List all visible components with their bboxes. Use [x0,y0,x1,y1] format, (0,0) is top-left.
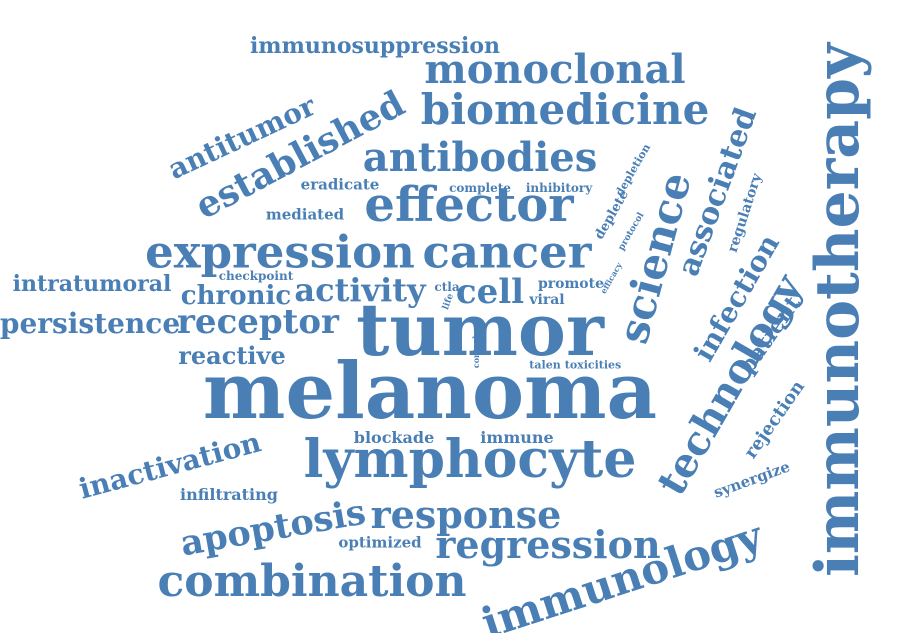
word-regression: regression [435,522,661,567]
word-tumor: tumor [356,287,604,372]
word-antibodies: antibodies [362,134,598,181]
word-synergize: synergize [711,457,793,502]
word-persistence: persistence [0,307,181,340]
word-complete: complete [449,181,511,195]
word-melanoma: melanoma [202,346,658,437]
word-chronic: chronic [180,281,292,311]
word-effector: effector [364,177,574,233]
word-optimized: optimized [338,533,422,552]
word-promote: promote [537,276,605,292]
word-eradicate: eradicate [300,175,380,194]
word-mediated: mediated [265,205,345,224]
word-response: response [370,492,562,537]
word-inhibitory: inhibitory [525,181,593,195]
word-toxicities: toxicities [564,358,622,372]
word-activity: activity [294,271,426,309]
word-cell: cell [455,272,525,312]
word-infiltrating: infiltrating [180,485,278,504]
word-blockade: blockade [353,428,435,447]
word-cancer: cancer [422,225,592,279]
word-monoclonal: monoclonal [424,46,686,93]
word-viral: viral [529,292,565,308]
word-checkpoint: checkpoint [218,269,294,283]
word-biomedicine: biomedicine [420,85,710,134]
word-combination: combination [157,556,467,607]
word-immune: immune [480,428,554,447]
word-talen: talen [529,358,561,372]
word-intratumoral: intratumoral [12,271,172,297]
word-immunosuppression: immunosuppression [249,33,501,59]
word-expression: expression [145,225,415,279]
word-ctla: ctla [434,280,460,294]
word-control: control [471,335,481,369]
word-immunotherapy: immunotherapy [803,43,873,577]
word-lymphocyte: lymphocyte [303,429,637,490]
word-reactive: reactive [178,341,286,370]
word-receptor: receptor [177,302,339,342]
